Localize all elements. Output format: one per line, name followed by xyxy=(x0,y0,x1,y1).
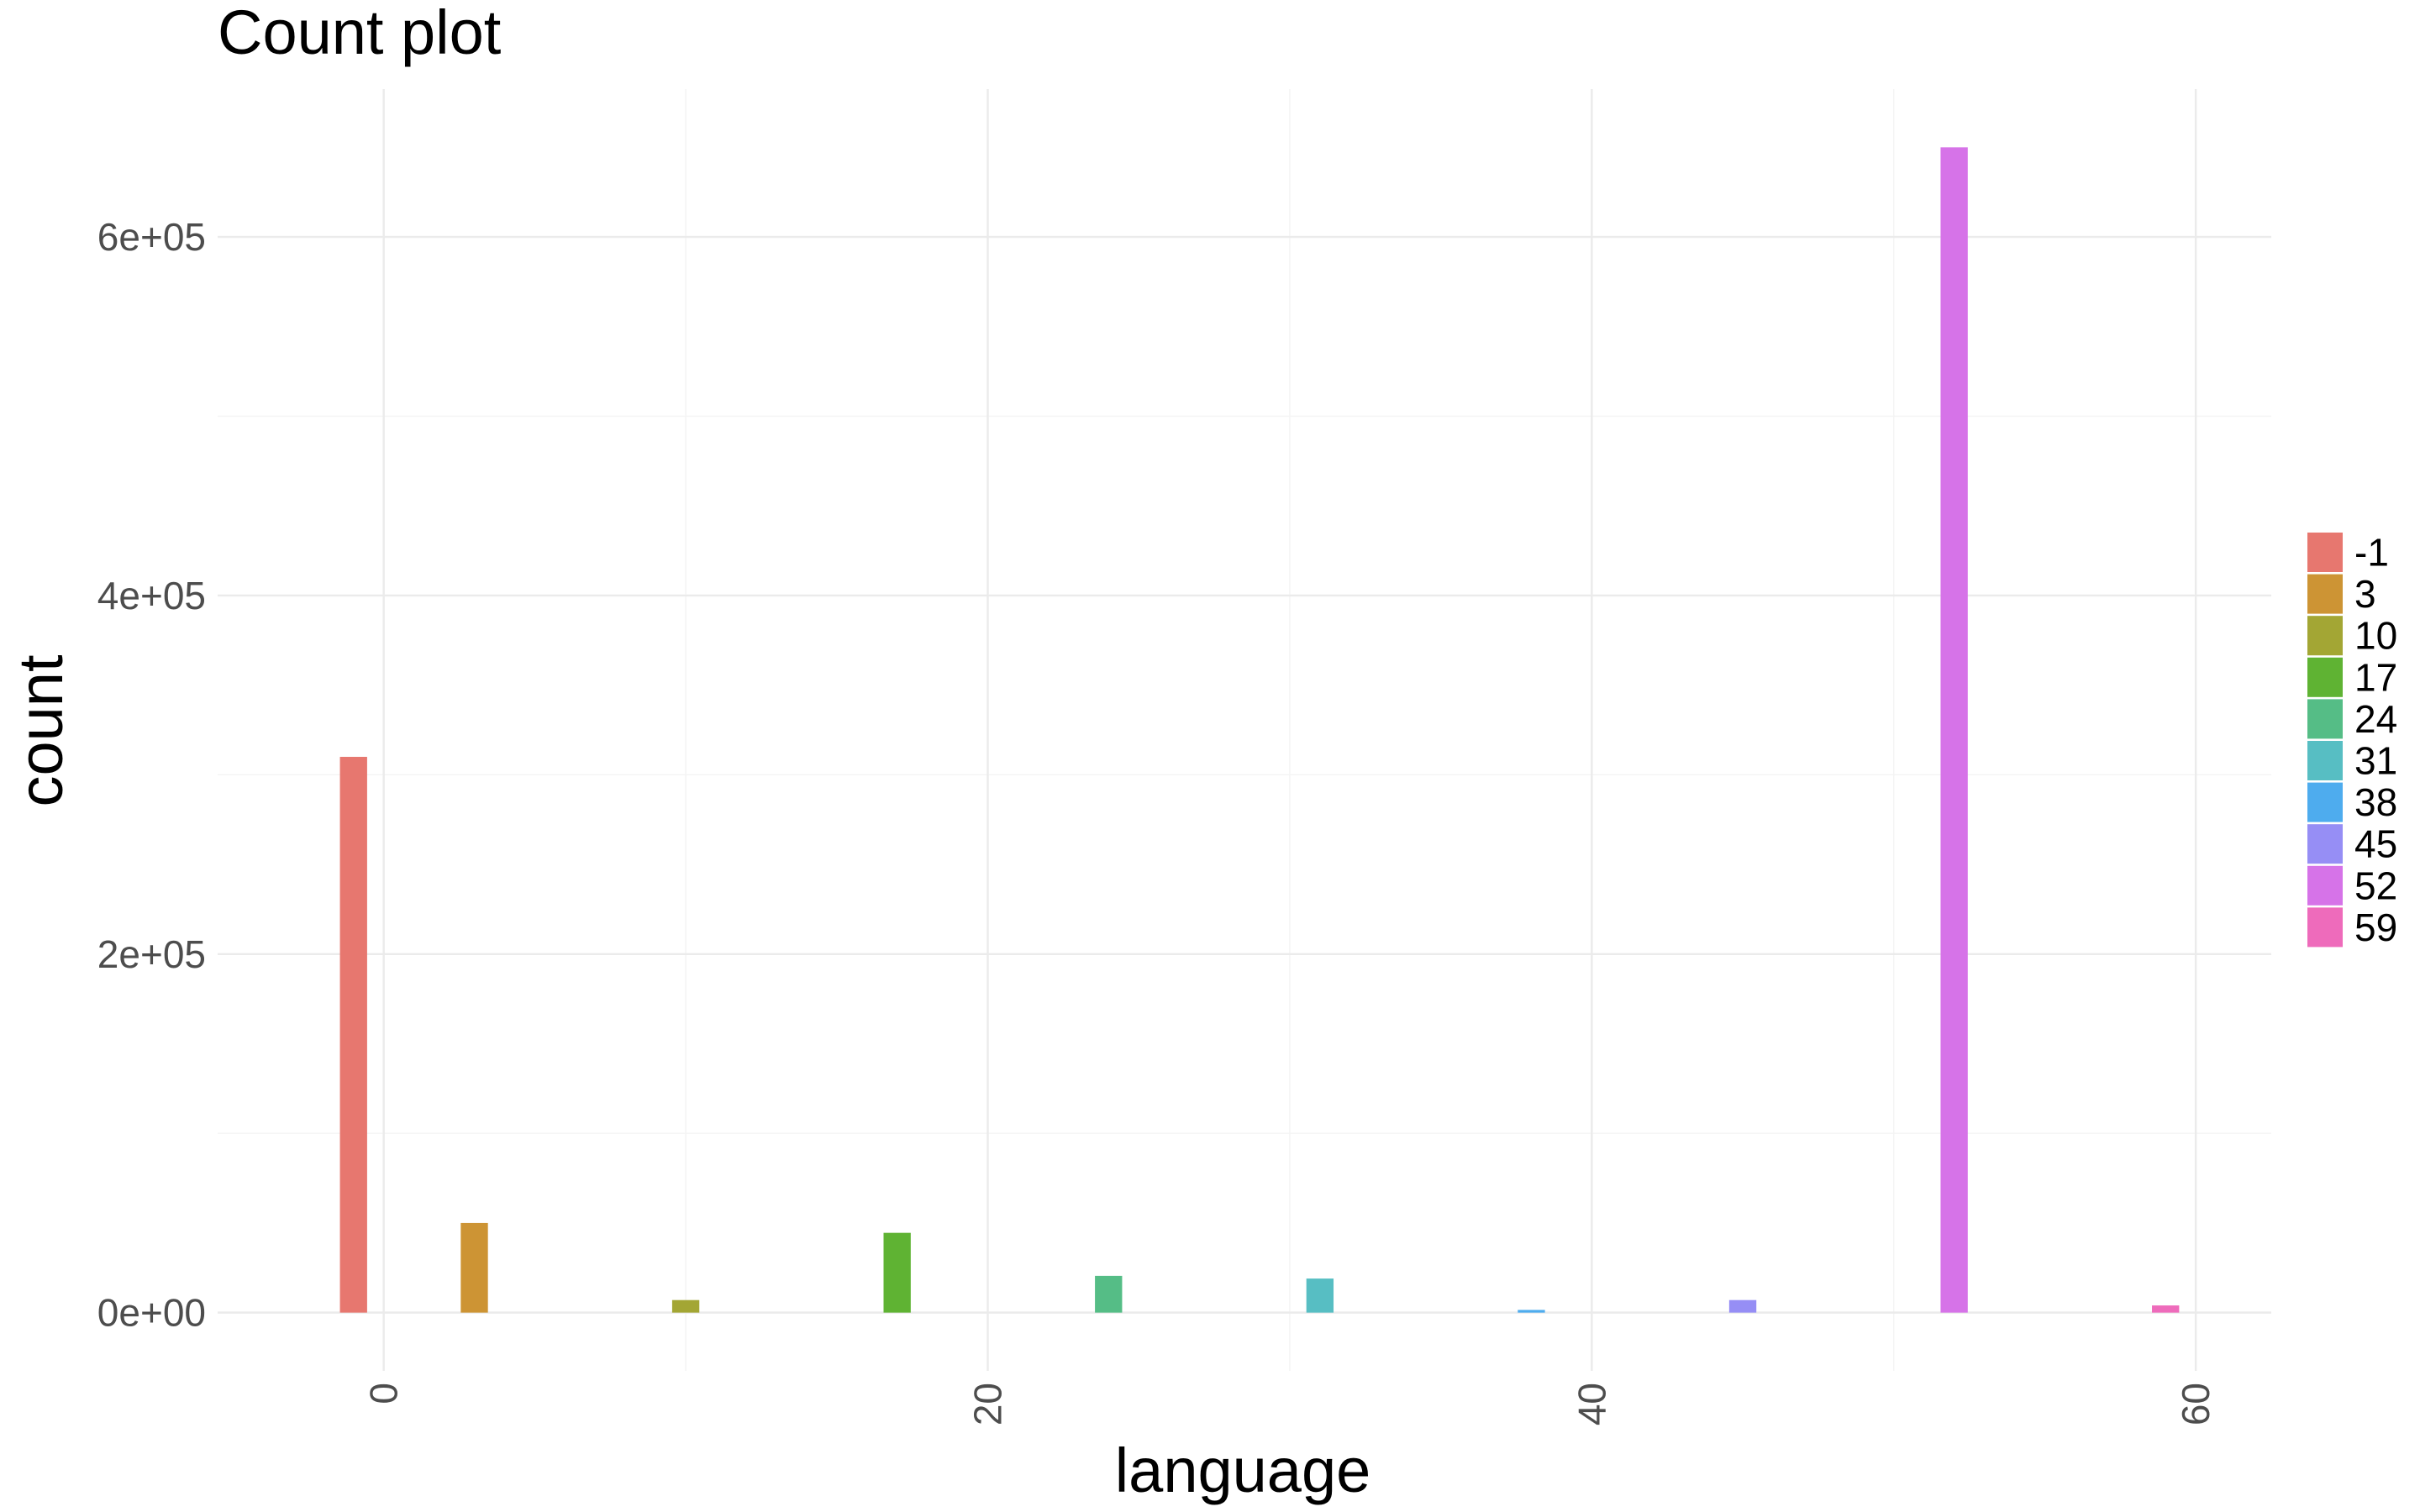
y-tick-label: 6e+05 xyxy=(97,215,206,259)
chart-title: Count plot xyxy=(218,0,502,67)
bar-language--1 xyxy=(339,757,367,1313)
x-tick-label: 20 xyxy=(966,1383,1010,1425)
bar-language-45 xyxy=(1728,1299,1757,1313)
major-gridlines xyxy=(218,89,2271,1371)
legend-key xyxy=(2307,657,2343,697)
legend-label: 52 xyxy=(2354,864,2397,907)
legend-key xyxy=(2307,741,2343,780)
x-tick-label: 0 xyxy=(362,1383,406,1404)
legend-label: 24 xyxy=(2354,697,2397,741)
legend-label: 31 xyxy=(2354,739,2397,783)
bar-language-38 xyxy=(1518,1310,1545,1313)
bar-language-31 xyxy=(1306,1278,1334,1313)
legend-label: 59 xyxy=(2354,906,2397,949)
legend-key xyxy=(2307,699,2343,739)
legend-label: 17 xyxy=(2354,655,2397,699)
bar-language-3 xyxy=(460,1222,488,1313)
bar-language-59 xyxy=(2152,1305,2180,1313)
legend-key xyxy=(2307,616,2343,656)
y-tick-label: 4e+05 xyxy=(97,574,206,617)
legend-key xyxy=(2307,533,2343,572)
minor-gridlines xyxy=(218,89,2271,1371)
y-tick-label: 0e+00 xyxy=(97,1291,206,1335)
legend-label: 10 xyxy=(2354,614,2397,658)
y-axis-tick-labels: 0e+00 2e+05 4e+05 6e+05 xyxy=(97,215,206,1335)
legend-label: 3 xyxy=(2354,572,2376,616)
x-axis-title: language xyxy=(1115,1436,1371,1505)
legend-key xyxy=(2307,865,2343,906)
y-tick-label: 2e+05 xyxy=(97,932,206,976)
legend-key xyxy=(2307,574,2343,614)
bar-language-52 xyxy=(1940,147,1968,1313)
bar-language-17 xyxy=(883,1232,911,1313)
legend-key xyxy=(2307,782,2343,822)
legend-label: -1 xyxy=(2354,531,2389,575)
bar-language-10 xyxy=(671,1299,700,1313)
legend-label: 45 xyxy=(2354,822,2397,866)
x-tick-label: 60 xyxy=(2174,1383,2217,1425)
legend-key xyxy=(2307,907,2343,948)
x-tick-label: 40 xyxy=(1570,1383,1613,1425)
y-axis-title: count xyxy=(6,654,76,806)
bars xyxy=(339,147,2180,1313)
legend-key xyxy=(2307,824,2343,864)
bar-language-24 xyxy=(1095,1275,1123,1313)
legend-label: 38 xyxy=(2354,780,2397,824)
x-axis-tick-labels: 0 20 40 60 xyxy=(362,1383,2217,1425)
